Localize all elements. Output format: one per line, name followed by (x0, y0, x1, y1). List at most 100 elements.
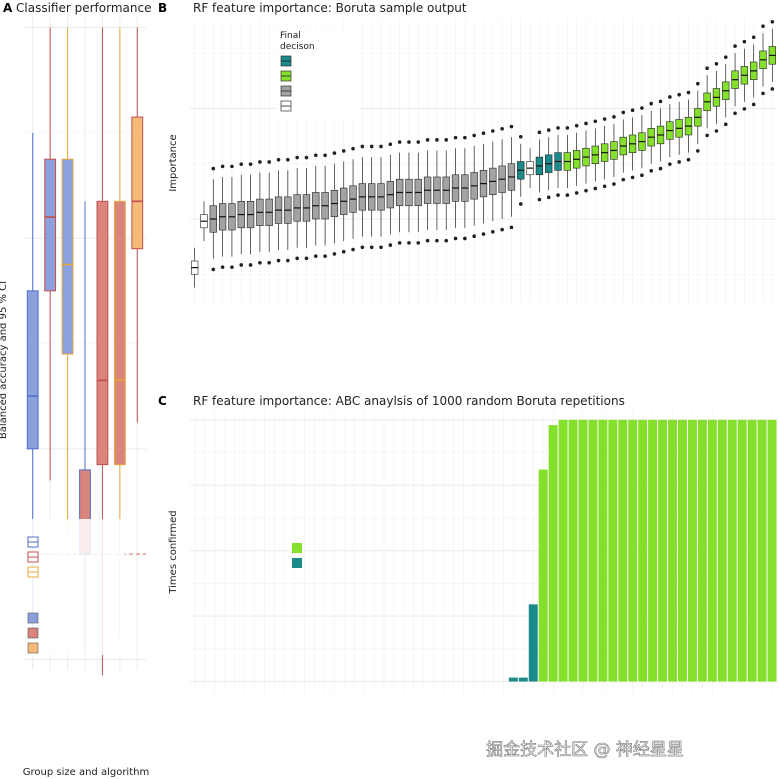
legend-groupsize-key (27, 642, 39, 654)
panel-c-bars (508, 419, 777, 682)
feature-box-55 (703, 66, 711, 138)
box-outlier (472, 234, 476, 239)
feature-box-57 (722, 55, 730, 127)
box-outlier (286, 157, 290, 162)
panel-a-x-axis-label: Group size and algorithm (23, 767, 149, 778)
legend-title-line1: Final (280, 31, 301, 41)
panel-a-title: Classifier performance (16, 1, 151, 15)
box-outlier (751, 35, 756, 40)
box-outlier (509, 124, 514, 129)
feature-box-51 (666, 95, 674, 166)
feature-box-25 (423, 138, 432, 243)
feature-box-2 (209, 166, 217, 272)
feature-box-56 (712, 61, 721, 133)
bar (767, 419, 777, 682)
box-outlier (360, 245, 365, 250)
feature-box-34 (507, 124, 516, 230)
box-outlier (472, 133, 476, 138)
bar (548, 425, 558, 682)
box-outlier (761, 24, 765, 28)
panel-a-letter: A (3, 1, 13, 15)
box-outlier (677, 160, 681, 164)
bar (538, 469, 548, 682)
box-outlier (267, 260, 271, 265)
feature-box-19 (368, 144, 376, 250)
box-outlier (258, 160, 262, 164)
box-outlier (276, 157, 281, 162)
bar (687, 419, 697, 682)
bar (717, 419, 727, 682)
panel-c-y-axis-label: Times confirmed (168, 510, 179, 594)
feature-box-18 (358, 144, 367, 250)
feature-box-4 (228, 164, 236, 269)
box-outlier (379, 245, 383, 250)
bar (648, 419, 658, 682)
box-outlier (304, 155, 309, 160)
feature-box-12 (302, 155, 311, 261)
feature-box-6 (246, 162, 255, 267)
box-outlier (733, 44, 737, 48)
box-outlier (453, 236, 458, 241)
feature-box-28 (451, 135, 460, 241)
panel-c: C RF feature importance: ABC anaylsis of… (158, 394, 777, 692)
box-outlier (463, 236, 467, 241)
feature-box-47 (628, 108, 637, 180)
legend-groupsize-key (27, 627, 39, 639)
box-outlier (649, 101, 654, 106)
feature-box-45 (610, 115, 618, 186)
box-outlier (397, 241, 402, 245)
legend-key (292, 558, 302, 568)
bar (697, 419, 707, 682)
box-outlier (574, 191, 579, 195)
bar (658, 419, 668, 682)
box-outlier (239, 162, 244, 166)
box-outlier (388, 243, 393, 247)
panel-b-y-axis-label: Importance (168, 134, 179, 191)
box-outlier (341, 249, 346, 254)
box-outlier (360, 144, 365, 149)
box-outlier (630, 175, 635, 180)
box-outlier (556, 193, 560, 197)
box-outlier (369, 144, 374, 149)
feature-box-46 (619, 110, 627, 182)
box-outlier (565, 126, 570, 130)
feature-box-21 (386, 142, 394, 247)
box-outlier (313, 153, 318, 158)
box-outlier (323, 153, 327, 158)
panel-b: B RF feature importance: Boruta sample o… (158, 1, 777, 303)
box-outlier (556, 126, 560, 130)
box-outlier (332, 151, 337, 155)
box-outlier (435, 238, 439, 243)
feature-box-26 (433, 138, 441, 243)
feature-box-59 (740, 39, 749, 111)
feature-box-30 (470, 133, 478, 239)
feature-box-8 (265, 160, 273, 265)
box-outlier (518, 134, 523, 139)
box-outlier (584, 188, 588, 193)
box-outlier (220, 265, 225, 269)
box-outlier (491, 129, 495, 133)
box-outlier (537, 130, 542, 135)
panel-b-boxes (191, 19, 776, 288)
box-2 (61, 27, 74, 534)
box-outlier (425, 138, 430, 142)
box-outlier (230, 265, 234, 269)
box-outlier (723, 55, 728, 59)
feature-box-38 (545, 128, 553, 200)
panel-a-legend (24, 519, 125, 655)
feature-box-40 (563, 126, 572, 197)
box-outlier (351, 247, 355, 252)
box-outlier (323, 254, 327, 258)
panel-a-y-axis-label: Balanced accuracy and 95 % CI (0, 281, 9, 439)
feature-box-0 (191, 247, 199, 288)
feature-box-42 (582, 121, 590, 193)
box-outlier (435, 138, 439, 142)
panel-b-title: RF feature importance: Boruta sample out… (193, 1, 467, 15)
box-outlier (612, 115, 616, 119)
box-outlier (509, 225, 514, 230)
box-outlier (621, 177, 626, 182)
box-outlier (686, 157, 691, 162)
box-outlier (444, 138, 449, 142)
bar (508, 677, 518, 682)
